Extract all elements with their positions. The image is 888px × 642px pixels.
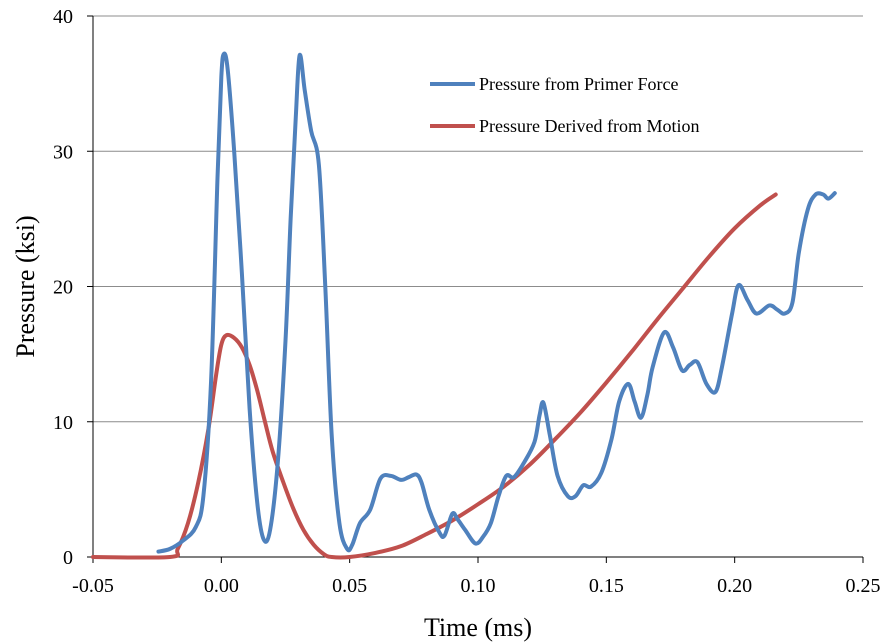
- y-tick-labels: 0 10 20 30 40: [53, 6, 93, 569]
- x-tick-label-5: 0.20: [717, 575, 752, 597]
- x-tick-label-0: -0.05: [72, 575, 114, 597]
- series-line-derived-motion: [91, 192, 778, 560]
- x-tick-label-1: 0.00: [204, 575, 239, 597]
- y-tick-label-4: 40: [53, 6, 73, 28]
- series-lines: [91, 51, 837, 560]
- gridlines: [93, 15, 863, 558]
- x-tick-labels: -0.05 0.00 0.05 0.10 0.15 0.20 0.25: [72, 557, 881, 597]
- legend-label-primer-force: Pressure from Primer Force: [479, 74, 678, 94]
- series-line-primer-force: [156, 51, 837, 554]
- y-tick-label-1: 10: [53, 412, 73, 434]
- y-axis-title: Pressure (ksi): [11, 215, 40, 357]
- y-tick-label-3: 30: [53, 141, 73, 163]
- legend-label-derived-motion: Pressure Derived from Motion: [479, 116, 699, 136]
- legend: Pressure from Primer Force Pressure Deri…: [430, 74, 699, 136]
- y-tick-label-0: 0: [63, 547, 73, 569]
- x-axis-title: Time (ms): [424, 613, 532, 642]
- x-tick-label-6: 0.25: [846, 575, 881, 597]
- x-tick-label-2: 0.05: [332, 575, 367, 597]
- y-tick-label-2: 20: [53, 277, 73, 299]
- x-tick-label-4: 0.15: [589, 575, 624, 597]
- x-tick-label-3: 0.10: [461, 575, 496, 597]
